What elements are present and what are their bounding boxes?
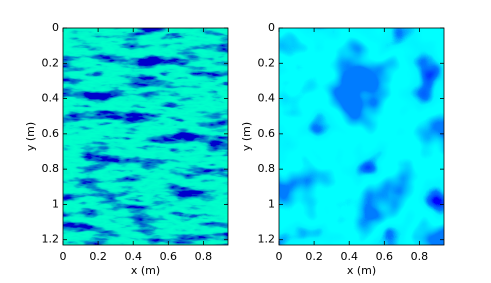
y-tick-label: 0.6 [42, 127, 60, 140]
heatmap-image [279, 28, 444, 245]
x-tick-label: 0.4 [340, 250, 358, 263]
y-tick-label: 0 [268, 21, 275, 34]
x-tick-label: 0 [276, 250, 283, 263]
y-tick-label: 0.8 [258, 162, 276, 175]
y-tick-label: 0.4 [258, 92, 276, 105]
x-tick-label: 0.8 [411, 250, 429, 263]
y-tick-label: 0.6 [258, 127, 276, 140]
y-tick-label: 0.4 [42, 92, 60, 105]
heatmap-image [63, 28, 228, 245]
y-tick-label: 1.2 [42, 233, 60, 246]
y-tick-label: 1 [268, 197, 275, 210]
y-tick-label: 0.8 [42, 162, 60, 175]
x-axis-label: x (m) [131, 264, 160, 277]
x-tick-label: 0.8 [195, 250, 213, 263]
y-tick-label: 0 [52, 21, 59, 34]
y-tick-label: 0.2 [42, 56, 60, 69]
y-axis-label: y (m) [240, 122, 253, 151]
x-tick-label: 0 [60, 250, 67, 263]
y-tick-label: 1 [52, 197, 59, 210]
plot-frame [278, 27, 445, 246]
y-axis-label: y (m) [24, 122, 37, 151]
x-tick-label: 0.6 [376, 250, 394, 263]
x-tick-label: 0.4 [124, 250, 142, 263]
x-axis-label: x (m) [347, 264, 376, 277]
y-tick-label: 1.2 [258, 233, 276, 246]
plot-frame [62, 27, 229, 246]
x-tick-label: 0.6 [160, 250, 178, 263]
x-tick-label: 0.2 [305, 250, 323, 263]
y-tick-label: 0.2 [258, 56, 276, 69]
x-tick-label: 0.2 [89, 250, 107, 263]
